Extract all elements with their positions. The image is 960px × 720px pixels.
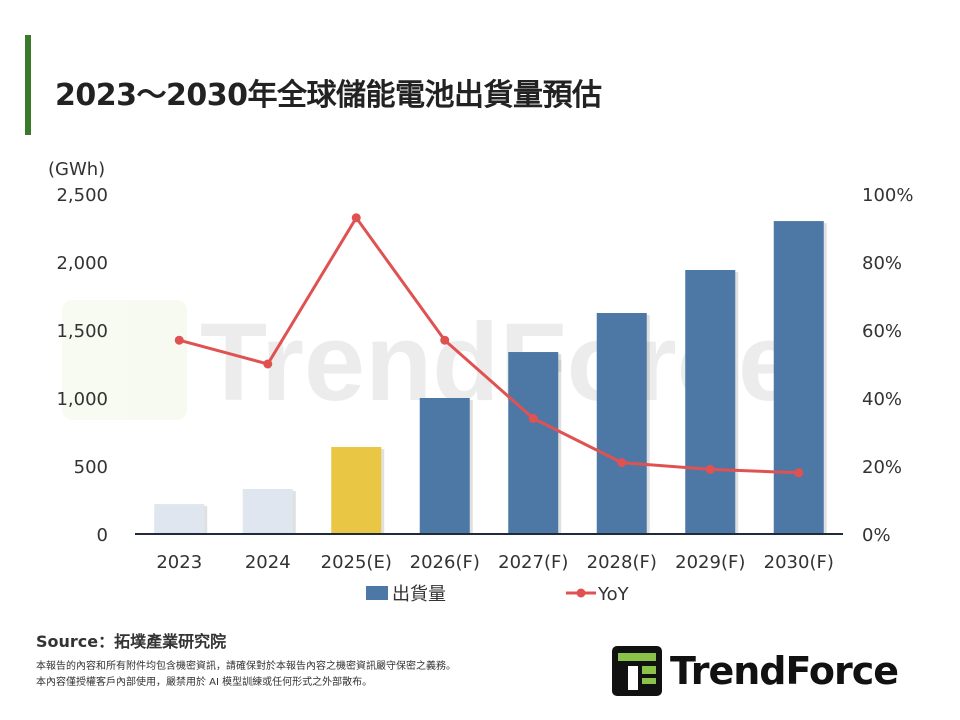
watermark-logo-mark: [62, 300, 187, 420]
trendforce-logo-mark: [612, 646, 662, 696]
disclaimer-line-2: 本內容僅授權客戶內部使用，嚴禁用於 AI 模型訓練或任何形式之外部散布。: [36, 677, 373, 688]
bar-2029(F): [685, 270, 736, 534]
chart: TrendForce 2023 2024 2025(E) 2026(F) 2027(F)…: [48, 159, 913, 605]
legend-bar-swatch: [366, 586, 388, 600]
y2-tick-label: 0%: [862, 525, 891, 546]
bar-2025(E): [331, 446, 382, 534]
x-tick-label: 2027(F): [498, 552, 568, 573]
trendforce-logo-text: TrendForce: [670, 649, 899, 693]
page-title: 2023～2030年全球儲能電池出貨量預估: [55, 78, 602, 113]
yoy-point-2029(F): [705, 464, 715, 474]
x-tick-label: 2026(F): [410, 552, 480, 573]
y2-tick-label: 80%: [862, 253, 902, 274]
y-tick-label: 2,000: [56, 253, 108, 274]
y-tick-label: 1,500: [56, 321, 108, 342]
y2-tick-label: 20%: [862, 457, 902, 478]
bar-2024: [242, 488, 293, 534]
x-tick-label: 2024: [245, 552, 291, 573]
yoy-point-2023: [174, 335, 184, 345]
y-tick-label: 0: [97, 525, 108, 546]
yoy-point-2030(F): [794, 468, 804, 478]
y2-tick-label: 100%: [862, 185, 913, 206]
legend-bar-label: 出貨量: [392, 584, 446, 605]
x-tick-label: 2028(F): [587, 552, 657, 573]
legend-line-marker: [576, 588, 586, 598]
yoy-line: [178, 215, 799, 475]
yoy-point-2027(F): [528, 413, 538, 423]
y-tick-label: 2,500: [56, 185, 108, 206]
bar-2027(F): [508, 352, 559, 534]
source-label: Source：拓墣產業研究院: [36, 632, 227, 651]
yoy-point-2024: [263, 359, 273, 369]
bar-2023: [154, 504, 205, 534]
yoy-point-2026(F): [440, 335, 450, 345]
x-tick-label: 2025(E): [321, 552, 392, 573]
bar-2030(F): [773, 221, 824, 534]
bar-2028(F): [596, 313, 647, 534]
disclaimer-line-1: 本報告的內容和所有附件均包含機密資訊，請確保對於本報告內容之機密資訊嚴守保密之義…: [36, 661, 456, 672]
y-tick-label: 1,000: [56, 389, 108, 410]
y2-tick-label: 60%: [862, 321, 902, 342]
y-tick-label: 500: [74, 457, 108, 478]
x-tick-label: 2029(F): [675, 552, 745, 573]
x-tick-label: 2030(F): [764, 552, 834, 573]
yoy-point-2028(F): [617, 458, 627, 468]
legend-line-label: YoY: [597, 584, 630, 605]
yoy-point-2025(E): [351, 213, 361, 223]
trendforce-logo: TrendForce: [612, 646, 899, 696]
y-axis-label: (GWh): [48, 159, 105, 180]
y2-tick-label: 40%: [862, 389, 902, 410]
title-accent-bar: [25, 35, 31, 135]
x-tick-label: 2023: [156, 552, 202, 573]
bar-2026(F): [419, 398, 470, 534]
